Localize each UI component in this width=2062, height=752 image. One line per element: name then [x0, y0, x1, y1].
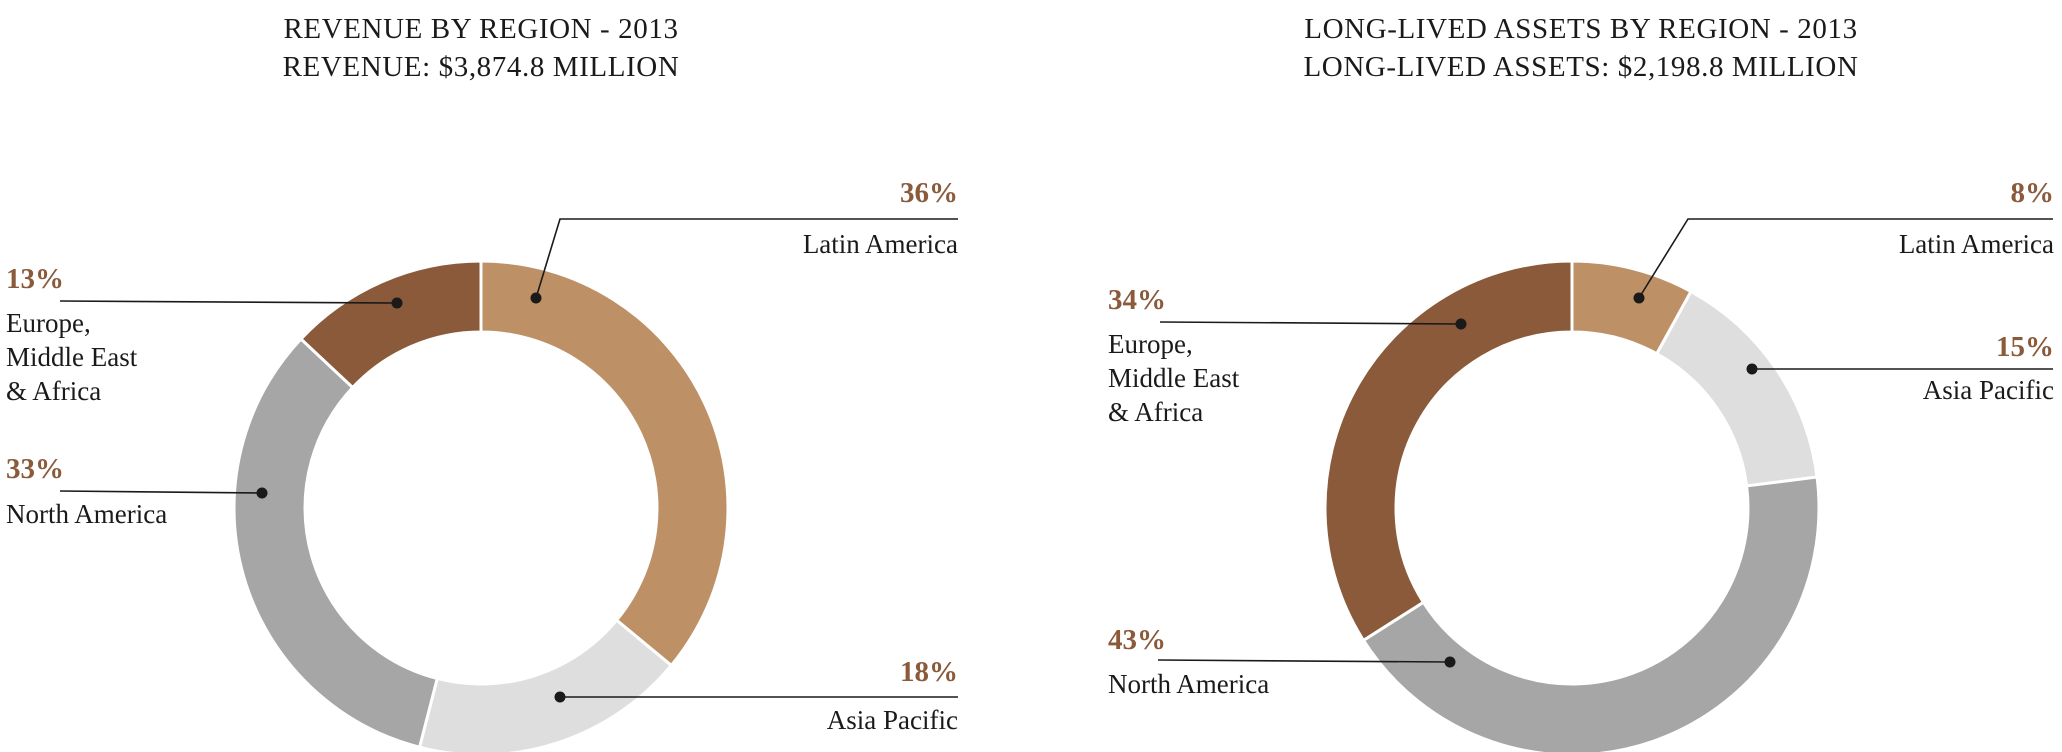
- percent-asia-pacific: 18%: [900, 656, 958, 688]
- donut-segment-north-america: [1361, 475, 1821, 752]
- leader-line: [535, 218, 958, 299]
- label-assets-latin-america: 8% Latin America: [1899, 176, 2054, 261]
- chart-title-line1: LONG-LIVED ASSETS BY REGION - 2013: [1304, 13, 1858, 45]
- leader-dot: [1746, 363, 1758, 375]
- percent-north-america: 33%: [6, 453, 64, 485]
- donut-segment-latin-america: [479, 259, 730, 668]
- leader-dot: [391, 297, 403, 309]
- region-asia-pacific: Asia Pacific: [826, 705, 958, 735]
- label-revenue-asia-pacific: 18% Asia Pacific: [827, 655, 958, 737]
- label-assets-asia-pacific: 15% Asia Pacific: [1923, 330, 2054, 407]
- label-revenue-latin-america: 36% Latin America: [803, 176, 958, 261]
- region-north-america: North America: [1108, 669, 1270, 699]
- percent-north-america: 43%: [1108, 624, 1166, 656]
- region-emea: Europe, Middle East & Africa: [6, 308, 138, 406]
- percent-asia-pacific: 15%: [1996, 331, 2054, 363]
- leader-dot: [256, 487, 268, 499]
- percent-emea: 34%: [1108, 284, 1166, 316]
- leader-line: [1159, 321, 1462, 325]
- donut-segment-asia-pacific: [417, 618, 674, 752]
- chart-title-line1: REVENUE BY REGION - 2013: [283, 13, 679, 45]
- chart-title-revenue: REVENUE BY REGION - 2013 REVENUE: $3,874…: [0, 10, 962, 86]
- region-north-america: North America: [6, 499, 168, 529]
- leader-line: [1157, 659, 1451, 663]
- chart-subtitle-line2: LONG-LIVED ASSETS: $2,198.8 MILLION: [1303, 51, 1859, 83]
- leader-dot: [530, 292, 542, 304]
- donut-segment-europe-middle-east-africa: [1323, 259, 1574, 643]
- leader-dot: [1444, 656, 1456, 668]
- donut-segment-north-america: [232, 336, 440, 750]
- region-latin-america: Latin America: [1898, 229, 2054, 259]
- leader-dot: [554, 691, 566, 703]
- leader-line: [59, 490, 263, 494]
- chart-subtitle-line2: REVENUE: $3,874.8 MILLION: [282, 51, 680, 83]
- chart-title-long-lived-assets: LONG-LIVED ASSETS BY REGION - 2013 LONG-…: [1100, 10, 2062, 86]
- label-revenue-north-america: 33% North America: [6, 452, 167, 531]
- donut-segment-europe-middle-east-africa: [298, 259, 483, 390]
- leader-line: [1638, 218, 2053, 299]
- leader-dot: [1633, 292, 1645, 304]
- region-asia-pacific: Asia Pacific: [1922, 375, 2054, 405]
- leader-line: [59, 300, 398, 304]
- region-emea: Europe, Middle East & Africa: [1108, 329, 1240, 427]
- label-assets-emea: 34% Europe, Middle East & Africa: [1108, 283, 1239, 429]
- percent-emea: 13%: [6, 263, 64, 295]
- label-revenue-emea: 13% Europe, Middle East & Africa: [6, 262, 137, 408]
- percent-latin-america: 8%: [2010, 177, 2055, 209]
- leader-dot: [1455, 318, 1467, 330]
- donut-segment-asia-pacific: [1654, 289, 1819, 488]
- region-latin-america: Latin America: [802, 229, 958, 259]
- label-assets-north-america: 43% North America: [1108, 623, 1269, 701]
- percent-latin-america: 36%: [900, 177, 958, 209]
